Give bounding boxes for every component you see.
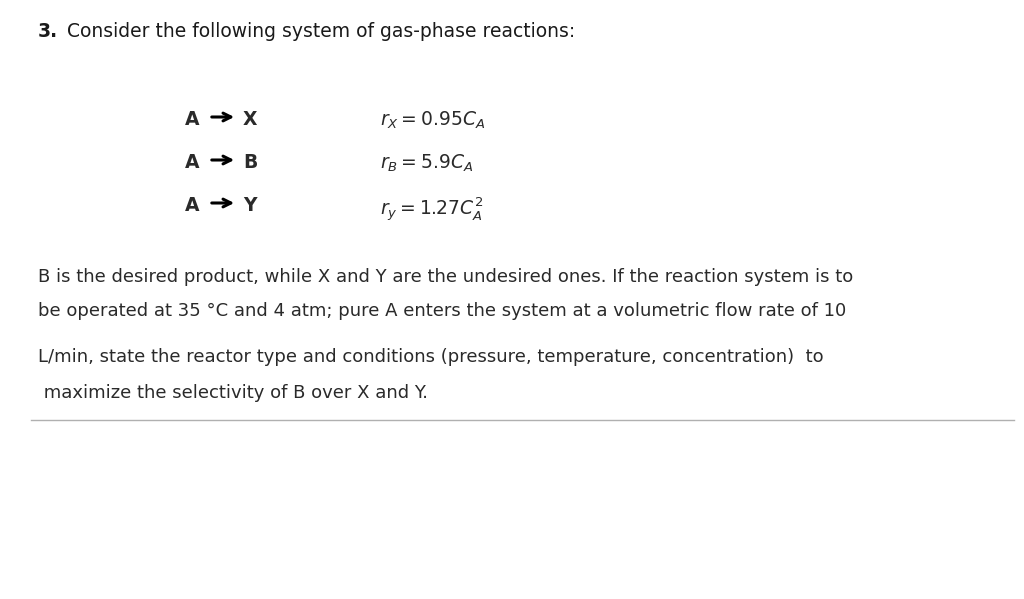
Text: $r_{y} = 1.27C_{A}^{2}$: $r_{y} = 1.27C_{A}^{2}$ bbox=[380, 196, 483, 224]
Text: be operated at 35 °C and 4 atm; pure A enters the system at a volumetric flow ra: be operated at 35 °C and 4 atm; pure A e… bbox=[38, 302, 846, 320]
Text: $r_{X} = 0.95C_{A}$: $r_{X} = 0.95C_{A}$ bbox=[380, 110, 485, 131]
Text: $r_{B} = 5.9C_{A}$: $r_{B} = 5.9C_{A}$ bbox=[380, 153, 473, 174]
Text: B is the desired product, while X and Y are the undesired ones. If the reaction : B is the desired product, while X and Y … bbox=[38, 268, 853, 286]
Text: A: A bbox=[185, 153, 200, 172]
Text: L/min, state the reactor type and conditions (pressure, temperature, concentrati: L/min, state the reactor type and condit… bbox=[38, 348, 823, 366]
Text: B: B bbox=[243, 153, 257, 172]
Text: Y: Y bbox=[243, 196, 256, 215]
Text: X: X bbox=[243, 110, 257, 129]
Text: A: A bbox=[185, 110, 200, 129]
Text: Consider the following system of gas-phase reactions:: Consider the following system of gas-pha… bbox=[55, 22, 575, 41]
Text: A: A bbox=[185, 196, 200, 215]
Text: maximize the selectivity of B over X and Y.: maximize the selectivity of B over X and… bbox=[38, 384, 428, 402]
Text: 3.: 3. bbox=[38, 22, 58, 41]
